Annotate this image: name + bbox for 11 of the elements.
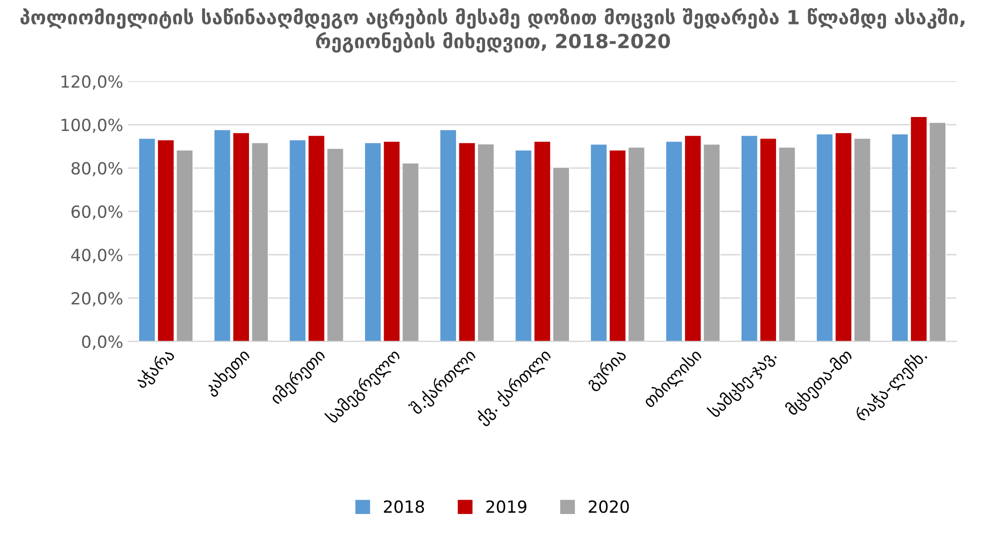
y-tick-label: 40,0% xyxy=(71,248,122,264)
y-tick-label: 80,0% xyxy=(72,162,122,176)
y-tick-label: 0,0% xyxy=(82,335,122,350)
y-tick-label: 60,0% xyxy=(72,205,122,220)
legend-label: 2018 xyxy=(384,500,424,513)
y-tick-label: 120,0% xyxy=(62,75,122,90)
y-tick-label: 20,0% xyxy=(72,292,122,306)
y-tick-label: 100,0% xyxy=(62,118,122,133)
legend-label: 2019 xyxy=(486,500,526,513)
legend-label: 2020 xyxy=(588,500,629,513)
chart-title: პოლიომიელიტის საწინააღმდეგო აცრების მესამე დოზით მოცვის შედარება 1 წლამდე ასაკში, რეგიონების მიხედვით, 2018-2020 xyxy=(20,8,964,53)
